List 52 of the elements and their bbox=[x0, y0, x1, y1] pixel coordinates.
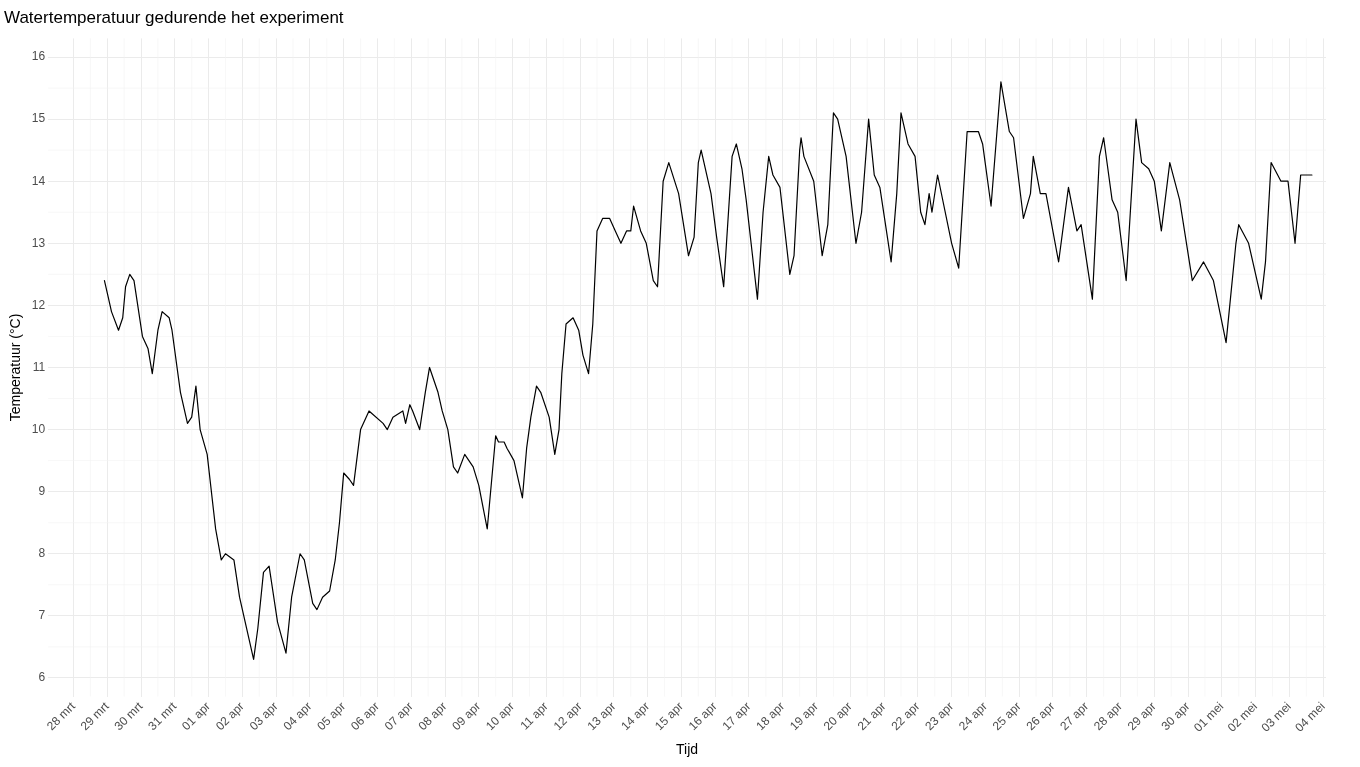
x-tick-label: 09 apr bbox=[449, 699, 484, 734]
x-tick-label: 19 apr bbox=[787, 699, 822, 734]
y-tick-label: 9 bbox=[38, 483, 46, 498]
x-tick-label: 02 mei bbox=[1224, 699, 1261, 735]
y-tick-label: 16 bbox=[31, 49, 46, 64]
y-tick-label: 6 bbox=[38, 670, 46, 685]
chart-title: Watertemperatuur gedurende het experiment bbox=[4, 7, 344, 27]
x-tick-label: 01 mei bbox=[1190, 699, 1227, 735]
x-tick-label: 29 mrt bbox=[77, 698, 113, 734]
x-tick-label: 15 apr bbox=[651, 699, 686, 734]
x-tick-label: 10 apr bbox=[483, 699, 518, 734]
x-tick-label: 07 apr bbox=[381, 699, 416, 734]
x-tick-label: 02 apr bbox=[212, 699, 247, 734]
x-tick-label: 06 apr bbox=[347, 699, 382, 734]
x-tick-label: 22 apr bbox=[888, 699, 923, 734]
y-tick-label: 7 bbox=[38, 608, 46, 623]
x-tick-label: 25 apr bbox=[989, 699, 1024, 734]
y-tick-label: 14 bbox=[31, 173, 46, 188]
x-tick-label: 04 apr bbox=[280, 699, 315, 734]
y-tick-label: 10 bbox=[31, 421, 46, 436]
x-tick-label: 05 apr bbox=[314, 699, 349, 734]
x-tick-label: 12 apr bbox=[550, 699, 585, 734]
x-tick-label: 29 apr bbox=[1124, 699, 1159, 734]
y-axis-title: Temperatuur (°C) bbox=[7, 313, 24, 422]
x-tick-label: 30 apr bbox=[1158, 699, 1193, 734]
x-tick-label: 27 apr bbox=[1057, 699, 1092, 734]
x-tick-label: 28 apr bbox=[1091, 699, 1125, 734]
x-tick-label: 21 apr bbox=[854, 699, 889, 734]
y-tick-label: 15 bbox=[31, 111, 46, 126]
x-tick-label: 18 apr bbox=[753, 699, 788, 734]
x-tick-label: 26 apr bbox=[1023, 699, 1058, 734]
x-tick-label: 23 apr bbox=[922, 699, 957, 734]
y-tick-label: 11 bbox=[32, 359, 46, 374]
y-tick-label: 13 bbox=[31, 235, 46, 250]
x-tick-label: 20 apr bbox=[820, 699, 855, 734]
x-tick-label: 14 apr bbox=[618, 699, 653, 734]
x-tick-label: 16 apr bbox=[685, 699, 720, 734]
x-tick-label: 30 mrt bbox=[111, 698, 146, 734]
x-tick-label: 24 apr bbox=[955, 699, 990, 734]
x-tick-label: 31 mrt bbox=[145, 698, 180, 734]
y-tick-label: 8 bbox=[38, 546, 46, 561]
x-tick-label: 08 apr bbox=[415, 699, 450, 734]
x-tick-label: 11 apr bbox=[517, 699, 551, 733]
x-tick-label: 01 apr bbox=[179, 699, 214, 734]
x-tick-label: 04 mei bbox=[1292, 699, 1328, 735]
y-tick-label: 12 bbox=[31, 297, 46, 312]
x-tick-label: 28 mrt bbox=[43, 698, 79, 734]
x-tick-label: 17 apr bbox=[719, 699, 754, 734]
x-tick-label: 03 mei bbox=[1258, 699, 1294, 735]
x-tick-label: 13 apr bbox=[584, 699, 619, 734]
x-tick-label: 03 apr bbox=[246, 699, 281, 734]
x-axis-title: Tijd bbox=[676, 741, 699, 758]
